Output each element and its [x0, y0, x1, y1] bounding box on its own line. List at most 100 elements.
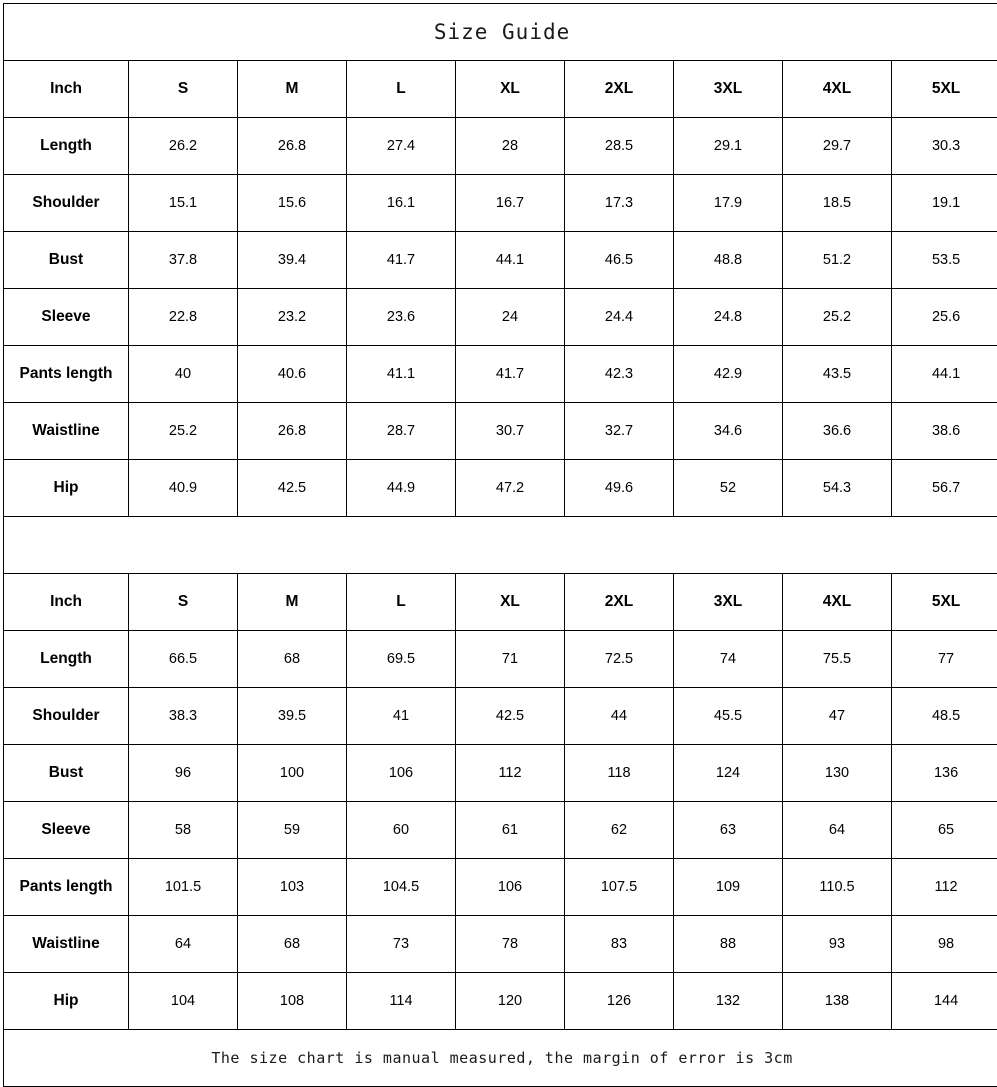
measurement-cell: 44.1: [892, 346, 997, 403]
measurement-cell: 15.6: [238, 175, 347, 232]
measurement-cell: 64: [129, 916, 238, 973]
measurement-cell: 18.5: [783, 175, 892, 232]
size-header-2xl: 2XL: [565, 574, 674, 631]
size-header-xl: XL: [456, 574, 565, 631]
measurement-cell: 96: [129, 745, 238, 802]
measurement-cell: 40.6: [238, 346, 347, 403]
size-header-s: S: [129, 61, 238, 118]
measurement-cell: 51.2: [783, 232, 892, 289]
measurement-cell: 112: [456, 745, 565, 802]
size-header-4xl: 4XL: [783, 61, 892, 118]
measurement-cell: 22.8: [129, 289, 238, 346]
table-spacer: [4, 517, 997, 574]
measurement-cell: 100: [238, 745, 347, 802]
measurement-cell: 126: [565, 973, 674, 1030]
measurement-cell: 68: [238, 916, 347, 973]
measurement-cell: 30.7: [456, 403, 565, 460]
measurement-cell: 15.1: [129, 175, 238, 232]
size-header-l: L: [347, 61, 456, 118]
measurement-cell: 69.5: [347, 631, 456, 688]
measurement-cell: 72.5: [565, 631, 674, 688]
measurement-cell: 61: [456, 802, 565, 859]
measurement-cell: 41.7: [456, 346, 565, 403]
measurement-cell: 41.7: [347, 232, 456, 289]
measurement-cell: 46.5: [565, 232, 674, 289]
page-title: Size Guide: [4, 4, 997, 61]
measurement-cell: 59: [238, 802, 347, 859]
measurement-cell: 49.6: [565, 460, 674, 517]
measurement-cell: 16.7: [456, 175, 565, 232]
size-header-4xl: 4XL: [783, 574, 892, 631]
measurement-cell: 110.5: [783, 859, 892, 916]
measurement-cell: 23.2: [238, 289, 347, 346]
measurement-cell: 44.1: [456, 232, 565, 289]
measurement-cell: 65: [892, 802, 997, 859]
title-row: Size Guide: [4, 4, 997, 61]
measurement-cell: 60: [347, 802, 456, 859]
measurement-cell: 54.3: [783, 460, 892, 517]
measurement-cell: 114: [347, 973, 456, 1030]
measurement-cell: 48.5: [892, 688, 997, 745]
size-header-5xl: 5XL: [892, 574, 997, 631]
measurement-cell: 47.2: [456, 460, 565, 517]
measurement-cell: 109: [674, 859, 783, 916]
row-label-waistline: Waistline: [4, 403, 129, 460]
row-label-pants-length: Pants length: [4, 346, 129, 403]
measurement-cell: 43.5: [783, 346, 892, 403]
row-label-hip: Hip: [4, 460, 129, 517]
measurement-cell: 112: [892, 859, 997, 916]
measurement-cell: 38.6: [892, 403, 997, 460]
measurement-cell: 124: [674, 745, 783, 802]
unit-label-header: Inch: [4, 61, 129, 118]
row-label-hip: Hip: [4, 973, 129, 1030]
measurement-cell: 44.9: [347, 460, 456, 517]
measurement-cell: 130: [783, 745, 892, 802]
measurement-cell: 24.4: [565, 289, 674, 346]
measurement-cell: 77: [892, 631, 997, 688]
measurement-cell: 28.7: [347, 403, 456, 460]
measurement-cell: 25.2: [129, 403, 238, 460]
measurement-cell: 47: [783, 688, 892, 745]
measurement-cell: 106: [347, 745, 456, 802]
measurement-cell: 42.9: [674, 346, 783, 403]
measurement-cell: 32.7: [565, 403, 674, 460]
footer-row: The size chart is manual measured, the m…: [4, 1030, 997, 1087]
measurement-cell: 48.8: [674, 232, 783, 289]
measurement-cell: 118: [565, 745, 674, 802]
measurement-cell: 28.5: [565, 118, 674, 175]
measurement-cell: 45.5: [674, 688, 783, 745]
measurement-cell: 24: [456, 289, 565, 346]
size-header-3xl: 3XL: [674, 61, 783, 118]
measurement-cell: 138: [783, 973, 892, 1030]
measurement-cell: 38.3: [129, 688, 238, 745]
measurement-cell: 103: [238, 859, 347, 916]
row-label-pants-length: Pants length: [4, 859, 129, 916]
size-header-3xl: 3XL: [674, 574, 783, 631]
measurement-cell: 39.4: [238, 232, 347, 289]
measurement-cell: 75.5: [783, 631, 892, 688]
size-header-5xl: 5XL: [892, 61, 997, 118]
measurement-cell: 120: [456, 973, 565, 1030]
measurement-cell: 42.5: [238, 460, 347, 517]
measurement-cell: 93: [783, 916, 892, 973]
row-label-shoulder: Shoulder: [4, 175, 129, 232]
measurement-cell: 53.5: [892, 232, 997, 289]
measurement-cell: 37.8: [129, 232, 238, 289]
measurement-cell: 41: [347, 688, 456, 745]
measurement-cell: 30.3: [892, 118, 997, 175]
row-label-sleeve: Sleeve: [4, 289, 129, 346]
size-header-l: L: [347, 574, 456, 631]
unit-label-header: Inch: [4, 574, 129, 631]
measurement-cell: 62: [565, 802, 674, 859]
footer-note: The size chart is manual measured, the m…: [4, 1030, 997, 1087]
measurement-cell: 42.5: [456, 688, 565, 745]
measurement-cell: 107.5: [565, 859, 674, 916]
